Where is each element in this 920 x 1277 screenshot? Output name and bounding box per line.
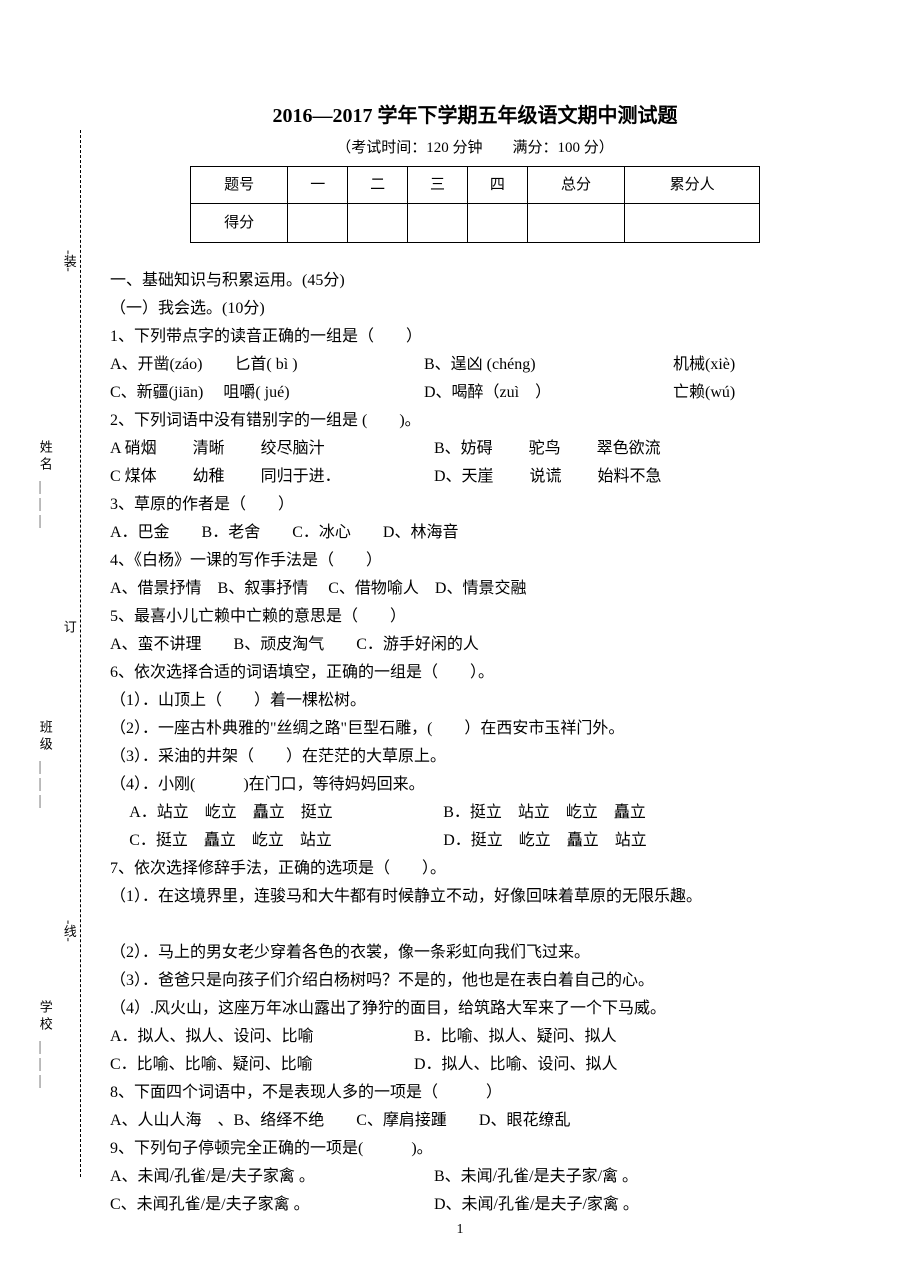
q2-row2: C 煤体 幼稚 同归于进． D、天崖 说谎 始料不急 xyxy=(110,463,840,491)
q7-l1: （1）．在这境界里，连骏马和大牛都有时候静立不动，好像回味着草原的无限乐趣。 xyxy=(110,883,840,911)
col-header: 四 xyxy=(467,167,527,204)
q7-opt-a: A．拟人、拟人、设问、比喻 xyxy=(110,1023,410,1051)
q7-opts-row2: C．比喻、比喻、疑问、比喻 D．拟人、比喻、设问、拟人 xyxy=(110,1051,840,1079)
q1-opt-b2: 机械(xiè) xyxy=(673,351,735,379)
q1-opt-b: B、逞凶 (chéng) xyxy=(424,351,669,379)
col-header: 累分人 xyxy=(625,167,760,204)
q7-opts-row1: A．拟人、拟人、设问、比喻 B．比喻、拟人、疑问、拟人 xyxy=(110,1023,840,1051)
q1-row1: A、开凿(záo) 匕首( bì ) B、逞凶 (chéng) 机械(xiè) xyxy=(110,351,840,379)
exam-subtitle: （考试时间：120 分钟 满分：100 分） xyxy=(110,136,840,160)
q6-opt-a: A．站立 屹立 矗立 挺立 xyxy=(129,799,439,827)
q6-l2: （2）．一座古朴典雅的"丝绸之路"巨型石雕，( ）在西安市玉祥门外。 xyxy=(110,715,840,743)
q2-row1: A 硝烟 清晰 绞尽脑汁 B、妨碍 驼鸟 翠色欲流 xyxy=(110,435,840,463)
q7-l2: （2）．马上的男女老少穿着各色的衣裳，像一条彩虹向我们飞过来。 xyxy=(110,939,840,967)
q5-stem: 5、最喜小儿亡赖中亡赖的意思是（ ） xyxy=(110,603,840,631)
score-value-row: 得分 xyxy=(191,204,760,243)
q1-opt-d: D、喝醉（zuì ） xyxy=(424,379,669,407)
q6-opt-b: B．挺立 站立 屹立 矗立 xyxy=(443,799,646,827)
exam-title: 2016—2017 学年下学期五年级语文期中测试题 xyxy=(110,100,840,132)
q7-l1b xyxy=(110,911,840,939)
page-number: 1 xyxy=(0,1219,920,1241)
subsection-heading: （一）我会选。(10分) xyxy=(110,295,840,323)
q8-opts: A、人山人海 、B、络绎不绝 C、摩肩接踵 D、眼花缭乱 xyxy=(110,1107,840,1135)
score-header-row: 题号 一 二 三 四 总分 累分人 xyxy=(191,167,760,204)
q7-l4: （4）.风火山，这座万年冰山露出了狰狞的面目，给筑路大军来了一个下马威。 xyxy=(110,995,840,1023)
q6-l4: （4）．小刚( )在门口，等待妈妈回来。 xyxy=(110,771,840,799)
q8-stem: 8、下面四个词语中，不是表现人多的一项是（ ） xyxy=(110,1079,840,1107)
q3-stem: 3、草原的作者是（ ） xyxy=(110,491,840,519)
q6-opts-row1: A．站立 屹立 矗立 挺立 B．挺立 站立 屹立 矗立 xyxy=(110,799,840,827)
row-label: 得分 xyxy=(191,204,288,243)
q9-opt-b: B、未闻/孔雀/是夫子家/禽 。 xyxy=(434,1163,638,1191)
q6-opts-row2: C．挺立 矗立 屹立 站立 D．挺立 屹立 矗立 站立 xyxy=(110,827,840,855)
q6-l1: （1）．山顶上（ ）着一棵松树。 xyxy=(110,687,840,715)
q9-row2: C、未闻孔雀/是/夫子家禽 。 D、未闻/孔雀/是夫子/家禽 。 xyxy=(110,1191,840,1219)
q1-stem: 1、下列带点字的读音正确的一组是（ ） xyxy=(110,323,840,351)
q1-row2: C、新疆(jiān) 咀嚼( jué) D、喝醉（zuì ） 亡赖(wú) xyxy=(110,379,840,407)
q6-opt-c: C．挺立 矗立 屹立 站立 xyxy=(129,827,439,855)
q2-opt-c: C 煤体 幼稚 同归于进． xyxy=(110,463,430,491)
q3-opts: A．巴金 B．老舍 C．冰心 D、林海音 xyxy=(110,519,840,547)
section-heading: 一、基础知识与积累运用。(45分) xyxy=(110,267,840,295)
col-header: 总分 xyxy=(527,167,624,204)
q6-opt-d: D．挺立 屹立 矗立 站立 xyxy=(443,827,647,855)
col-header: 三 xyxy=(408,167,468,204)
score-cell xyxy=(408,204,468,243)
q5-opts: A、蛮不讲理 B、顽皮淘气 C．游手好闲的人 xyxy=(110,631,840,659)
col-header: 二 xyxy=(348,167,408,204)
q2-opt-b: B、妨碍 驼鸟 翠色欲流 xyxy=(434,435,661,463)
q9-opt-d: D、未闻/孔雀/是夫子/家禽 。 xyxy=(434,1191,639,1219)
col-header: 一 xyxy=(288,167,348,204)
score-cell xyxy=(625,204,760,243)
q1-opt-c: C、新疆(jiān) 咀嚼( jué) xyxy=(110,379,420,407)
score-cell xyxy=(467,204,527,243)
score-cell xyxy=(527,204,624,243)
q9-stem: 9、下列句子停顿完全正确的一项是( )。 xyxy=(110,1135,840,1163)
col-header: 题号 xyxy=(191,167,288,204)
exam-body: 一、基础知识与积累运用。(45分) （一）我会选。(10分) 1、下列带点字的读… xyxy=(110,267,840,1219)
q7-opt-d: D．拟人、比喻、设问、拟人 xyxy=(414,1051,618,1079)
q6-l3: （3）．采油的井架（ ）在茫茫的大草原上。 xyxy=(110,743,840,771)
q9-opt-a: A、未闻/孔雀/是/夫子家禽 。 xyxy=(110,1163,430,1191)
q7-opt-c: C．比喻、比喻、疑问、比喻 xyxy=(110,1051,410,1079)
q2-opt-a: A 硝烟 清晰 绞尽脑汁 xyxy=(110,435,430,463)
score-table: 题号 一 二 三 四 总分 累分人 得分 xyxy=(190,166,760,243)
q4-stem: 4、《白杨》一课的写作手法是（ ） xyxy=(110,547,840,575)
score-cell xyxy=(288,204,348,243)
q7-stem: 7、依次选择修辞手法，正确的选项是（ ）。 xyxy=(110,855,840,883)
q2-opt-d: D、天崖 说谎 始料不急 xyxy=(434,463,662,491)
q9-opt-c: C、未闻孔雀/是/夫子家禽 。 xyxy=(110,1191,430,1219)
q9-row1: A、未闻/孔雀/是/夫子家禽 。 B、未闻/孔雀/是夫子家/禽 。 xyxy=(110,1163,840,1191)
score-cell xyxy=(348,204,408,243)
q4-opts: A、借景抒情 B、叙事抒情 C、借物喻人 D、情景交融 xyxy=(110,575,840,603)
q1-opt-a: A、开凿(záo) 匕首( bì ) xyxy=(110,351,420,379)
q1-opt-d2: 亡赖(wú) xyxy=(673,379,735,407)
q6-stem: 6、依次选择合适的词语填空，正确的一组是（ ）。 xyxy=(110,659,840,687)
q2-stem: 2、下列词语中没有错别字的一组是 ( )。 xyxy=(110,407,840,435)
q7-opt-b: B．比喻、拟人、疑问、拟人 xyxy=(414,1023,617,1051)
q7-l3: （3）．爸爸只是向孩子们介绍白杨树吗？不是的，他也是在表白着自己的心。 xyxy=(110,967,840,995)
